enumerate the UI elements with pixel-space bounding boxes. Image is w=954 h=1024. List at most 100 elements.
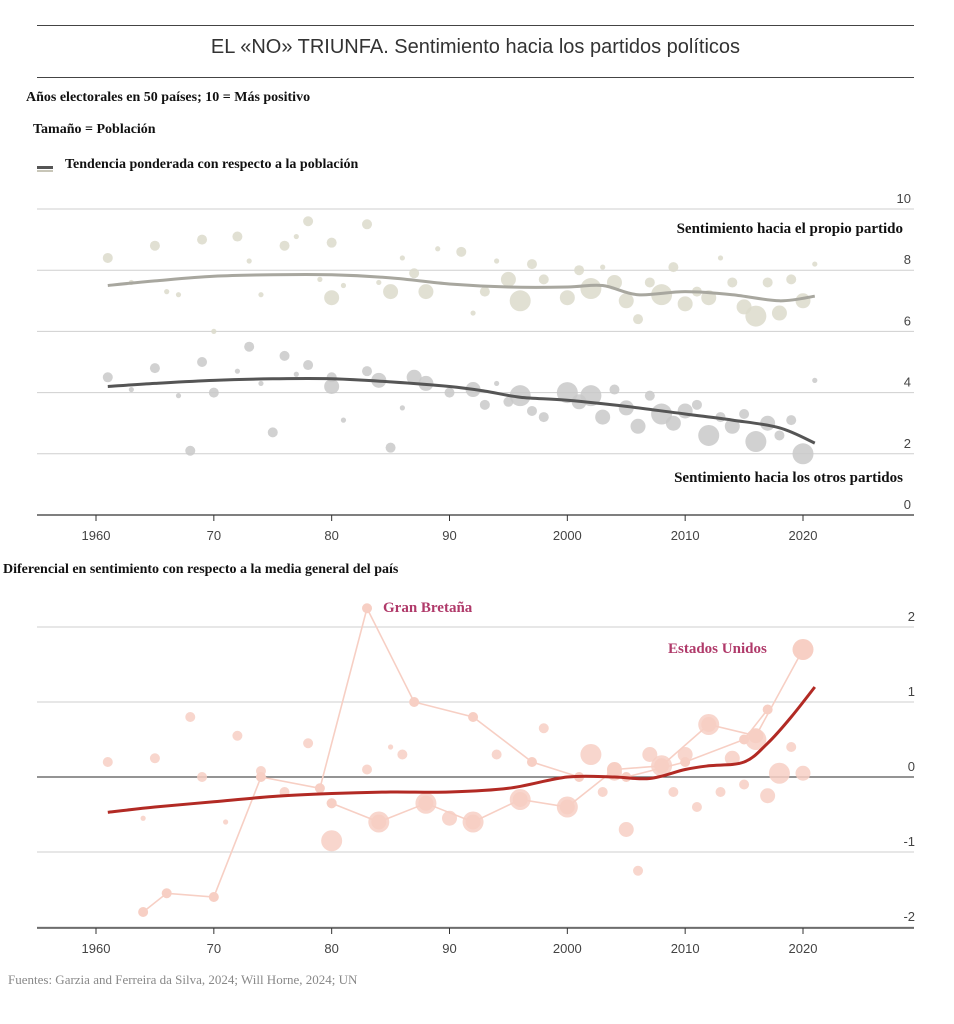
- own-party-point: [303, 216, 314, 227]
- diff-point: [303, 738, 314, 749]
- own-party-point: [418, 284, 434, 300]
- own-party-point: [399, 255, 405, 261]
- bottom-x-tick-1960: 1960: [82, 941, 111, 956]
- diff-point: [642, 747, 658, 762]
- other-party-point: [677, 403, 693, 419]
- other-party-point: [406, 369, 422, 385]
- legend-swatch-dark: [37, 166, 53, 169]
- other-party-point: [526, 405, 537, 416]
- us-point: [654, 758, 670, 774]
- diff-point: [786, 742, 797, 752]
- diff-point: [795, 765, 811, 781]
- bottom-x-tick-1980: 80: [324, 941, 338, 956]
- diff-point: [724, 750, 740, 766]
- other-party-point: [185, 445, 196, 456]
- source-note: Fuentes: Garzia and Ferreira da Silva, 2…: [8, 972, 358, 987]
- other-party-point: [128, 386, 134, 393]
- diff-point: [677, 747, 693, 762]
- own-party-point: [786, 274, 797, 285]
- other-party-point: [556, 382, 578, 404]
- own-party-point: [175, 292, 182, 298]
- diff-point: [397, 749, 408, 760]
- own-party-point: [232, 231, 243, 242]
- us-point: [559, 799, 575, 815]
- diff-point: [197, 772, 208, 782]
- britain-point: [138, 907, 149, 917]
- britain-point: [526, 757, 537, 767]
- own-party-point: [293, 233, 299, 240]
- bottom-y-tick--2: -2: [903, 909, 915, 924]
- top-x-tick-1980: 80: [324, 528, 338, 543]
- britain-point: [762, 704, 773, 715]
- own-party-point: [727, 277, 738, 288]
- us-label: Estados Unidos: [668, 641, 767, 657]
- subtitle-years: Años electorales en 50 países; 10 = Más …: [26, 90, 311, 105]
- other-party-point: [197, 357, 208, 367]
- diff-point: [715, 787, 726, 797]
- legend-swatch-light: [37, 170, 53, 172]
- diff-point: [232, 730, 243, 741]
- top-y-tick-10: 10: [897, 191, 911, 206]
- us-point: [418, 795, 434, 811]
- own-party-point: [812, 261, 818, 267]
- diff-point: [362, 764, 373, 775]
- other-party-point: [340, 417, 347, 423]
- other-party-point: [538, 412, 549, 423]
- bottom-x-tick-2010: 2010: [671, 941, 700, 956]
- diff-point: [691, 802, 702, 812]
- diff-point: [739, 779, 750, 790]
- bottom-x-tick-1990: 90: [442, 941, 456, 956]
- bottom-x-tick-1970: 70: [207, 941, 221, 956]
- us-point: [512, 792, 528, 807]
- own-party-point: [600, 264, 606, 270]
- own-party-trend-line: [107, 273, 816, 303]
- own-party-point: [580, 278, 602, 300]
- own-party-point: [771, 305, 787, 321]
- diff-point: [760, 788, 776, 804]
- other-party-point: [644, 390, 655, 401]
- top-x-tick-2020: 2020: [789, 528, 818, 543]
- own-party-point: [456, 246, 467, 257]
- diff-point: [321, 830, 343, 852]
- own-party-point: [668, 262, 679, 273]
- us-point: [465, 814, 481, 830]
- own-party-point: [376, 279, 382, 286]
- other-party-point: [293, 371, 299, 377]
- top-x-tick-2000: 2000: [553, 528, 582, 543]
- diff-point: [491, 749, 502, 760]
- other-party-point: [149, 363, 160, 374]
- own-party-point: [211, 328, 217, 334]
- title-rule: [37, 77, 914, 78]
- other-party-point: [362, 366, 373, 377]
- other-party-point: [479, 399, 490, 410]
- own-party-point: [479, 286, 490, 297]
- own-party-point: [149, 240, 160, 251]
- other-party-point: [786, 415, 797, 426]
- bottom-x-tick-2000: 2000: [553, 941, 582, 956]
- diff-point: [102, 757, 113, 767]
- bottom-y-tick-2: 2: [908, 609, 915, 624]
- own-party-point: [717, 255, 724, 261]
- own-party-point: [340, 282, 347, 289]
- diff-point: [580, 744, 602, 765]
- top-y-tick-8: 8: [904, 252, 911, 267]
- legend-label: Tendencia ponderada con respecto a la po…: [65, 157, 359, 172]
- other-party-point: [244, 341, 255, 352]
- top-x-tick-1960: 1960: [82, 528, 111, 543]
- us-point: [371, 814, 387, 830]
- diff-point: [668, 787, 679, 797]
- other-party-point: [665, 415, 681, 431]
- own-party-point: [326, 237, 337, 248]
- own-party-point: [470, 310, 476, 316]
- diff-point: [768, 762, 790, 784]
- diff-point: [633, 865, 644, 876]
- diff-point: [149, 753, 160, 764]
- own-party-point: [618, 293, 634, 309]
- diff-point: [387, 744, 394, 750]
- top-x-tick-1970: 70: [207, 528, 221, 543]
- own-party-point: [526, 259, 537, 270]
- other-party-point: [324, 378, 340, 394]
- own-party-point: [279, 240, 290, 251]
- other-party-point: [175, 393, 182, 399]
- us-point: [326, 798, 337, 809]
